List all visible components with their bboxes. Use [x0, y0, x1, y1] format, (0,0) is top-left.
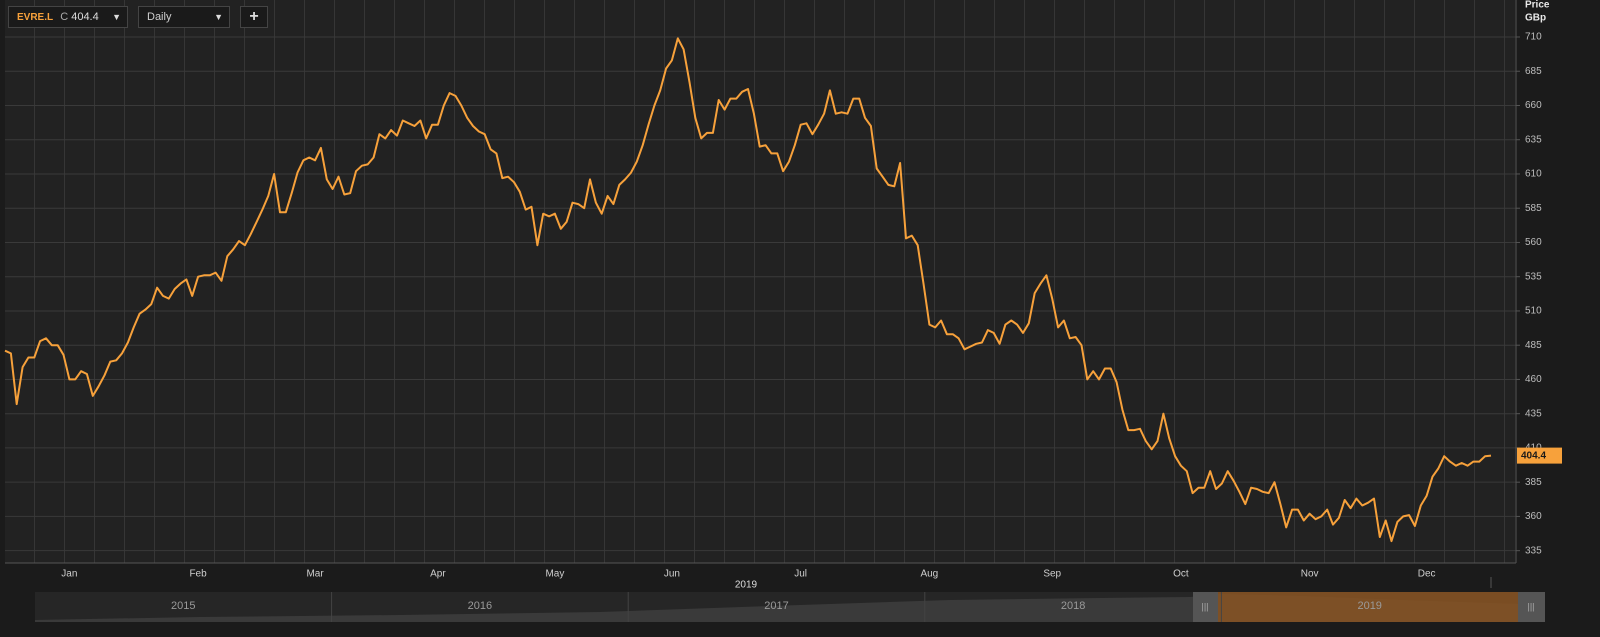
navigator-year: 2018	[1061, 600, 1085, 612]
x-tick-label: Jan	[61, 569, 77, 580]
interval-selector[interactable]: Daily ▼	[138, 6, 230, 28]
y-tick-label: 460	[1525, 374, 1542, 385]
y-axis-title: Price	[1525, 0, 1550, 11]
x-tick-label: May	[545, 569, 564, 580]
price-line	[4, 37, 1492, 543]
navigator-year: 2016	[468, 600, 492, 612]
x-tick-label: Dec	[1418, 569, 1436, 580]
navigator-silhouette	[35, 594, 1518, 622]
x-tick-label: Aug	[920, 569, 938, 580]
y-tick-label: 435	[1525, 408, 1542, 419]
handle-grip: |||	[1201, 601, 1208, 611]
close-value: 404.4	[71, 11, 99, 23]
add-button[interactable]: +	[240, 6, 268, 28]
x-tick-label: Jul	[794, 569, 807, 580]
symbol-selector[interactable]: EVRE.L C 404.4 ▼	[8, 6, 128, 28]
x-tick-label: Nov	[1301, 569, 1319, 580]
last-value-box	[1517, 447, 1562, 464]
x-tick-label: Jun	[664, 569, 680, 580]
x-tick-label: Mar	[306, 569, 324, 580]
handle-grip: |||	[1527, 601, 1534, 611]
navigator-selection[interactable]	[1218, 592, 1518, 622]
y-tick-label: 685	[1525, 66, 1542, 77]
last-value-label: 404.4	[1521, 451, 1546, 462]
dropdown-arrow: ▼	[112, 12, 121, 22]
x-axis-title: 2019	[735, 580, 758, 591]
navigator-year: 2015	[171, 600, 195, 612]
dropdown-arrow: ▼	[214, 12, 223, 22]
close-prefix: C	[60, 11, 69, 23]
navigator-handle-left[interactable]	[1193, 592, 1218, 622]
y-tick-label: 535	[1525, 271, 1542, 282]
navigator: 2015 2016 2017 2018 2019 ||| |||	[35, 592, 1545, 622]
x-tick-label: Feb	[189, 569, 207, 580]
y-tick-label: 335	[1525, 545, 1542, 556]
y-tick-label: 710	[1525, 32, 1542, 43]
y-tick-label: 510	[1525, 306, 1542, 317]
symbol: EVRE.L	[17, 12, 54, 23]
y-tick-label: 635	[1525, 134, 1542, 145]
plot-area	[5, 0, 1515, 563]
x-tick-label: Apr	[430, 569, 446, 580]
y-tick-label: 485	[1525, 340, 1542, 351]
navigator-year: 2019	[1357, 600, 1381, 612]
x-tick-label: Oct	[1173, 569, 1189, 580]
y-tick-label: 360	[1525, 511, 1542, 522]
y-axis-unit: GBp	[1525, 13, 1546, 24]
y-tick-label: 560	[1525, 237, 1542, 248]
add-label: +	[249, 8, 259, 25]
x-tick-label: Sep	[1043, 569, 1061, 580]
y-tick-label: 385	[1525, 477, 1542, 488]
y-tick-label: 610	[1525, 169, 1542, 180]
navigator-year: 2017	[764, 600, 788, 612]
y-tick-label: 660	[1525, 100, 1542, 111]
navigator-handle-right[interactable]	[1518, 592, 1545, 622]
y-tick-label: 585	[1525, 203, 1542, 214]
interval: Daily	[147, 11, 172, 23]
y-axis-strip	[1516, 0, 1600, 563]
